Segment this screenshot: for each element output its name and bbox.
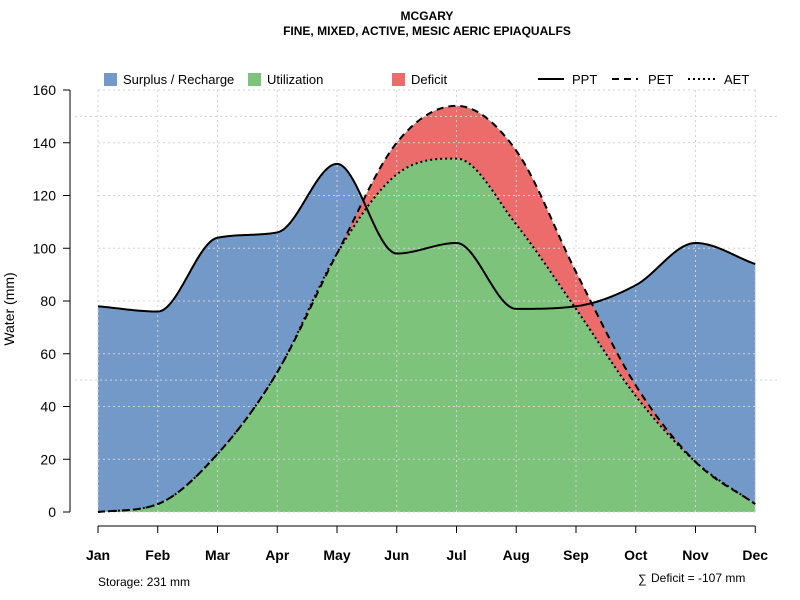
plot-area: 0 20 40 60 80 100 120 140 160 Jan Feb Mar Apr May Jun J…: [33, 82, 780, 563]
y-tick-label-100: 100: [33, 240, 57, 256]
x-tick-label-apr: Apr: [265, 547, 290, 563]
legend-swatch-deficit: [392, 73, 405, 86]
legend-swatch-utilization: [248, 73, 261, 86]
surplus-area: [98, 163, 756, 512]
utilization-area: [98, 158, 756, 512]
x-tick-label-dec: Dec: [742, 547, 768, 563]
chart-subtitle: FINE, MIXED, ACTIVE, MESIC AERIC EPIAQUA…: [283, 24, 571, 38]
y-tick-label-160: 160: [33, 82, 57, 98]
legend-label-ppt: PPT: [572, 72, 597, 87]
x-tick-label-nov: Nov: [682, 547, 709, 563]
y-tick-label-0: 0: [48, 504, 56, 520]
deficit-annotation: Deficit = -107 mm: [651, 571, 745, 585]
series-line-pet: [97, 104, 756, 513]
x-tick-label-mar: Mar: [205, 547, 230, 563]
y-tick-label-140: 140: [33, 135, 57, 151]
x-tick-label-feb: Feb: [145, 547, 170, 563]
chart-title: MCGARY: [401, 9, 454, 23]
legend-swatch-surplus: [104, 73, 117, 86]
storage-annotation: Storage: 231 mm: [98, 575, 190, 589]
x-tick-label-may: May: [323, 547, 350, 563]
legend: Surplus / Recharge Utilization Deficit P…: [104, 72, 749, 87]
x-tick-label-aug: Aug: [503, 547, 530, 563]
legend-label-utilization: Utilization: [267, 72, 323, 87]
y-tick-label-80: 80: [40, 293, 56, 309]
legend-label-surplus: Surplus / Recharge: [123, 72, 234, 87]
series-line-ppt: [97, 162, 756, 313]
legend-label-deficit: Deficit: [411, 72, 448, 87]
legend-label-pet: PET: [648, 72, 673, 87]
x-tick-label-jul: Jul: [446, 547, 466, 563]
legend-label-aet: AET: [724, 72, 749, 87]
x-tick-label-sep: Sep: [563, 547, 589, 563]
y-tick-label-20: 20: [40, 451, 56, 467]
deficit-sum-icon: ∑: [638, 572, 647, 586]
y-axis-title: Water (mm): [1, 272, 17, 345]
x-tick-label-jan: Jan: [86, 547, 110, 563]
series-line-aet: [97, 157, 756, 513]
y-tick-label-120: 120: [33, 188, 57, 204]
y-tick-label-40: 40: [40, 399, 56, 415]
y-tick-label-60: 60: [40, 346, 56, 362]
x-tick-label-jun: Jun: [384, 547, 409, 563]
x-tick-label-oct: Oct: [624, 547, 648, 563]
